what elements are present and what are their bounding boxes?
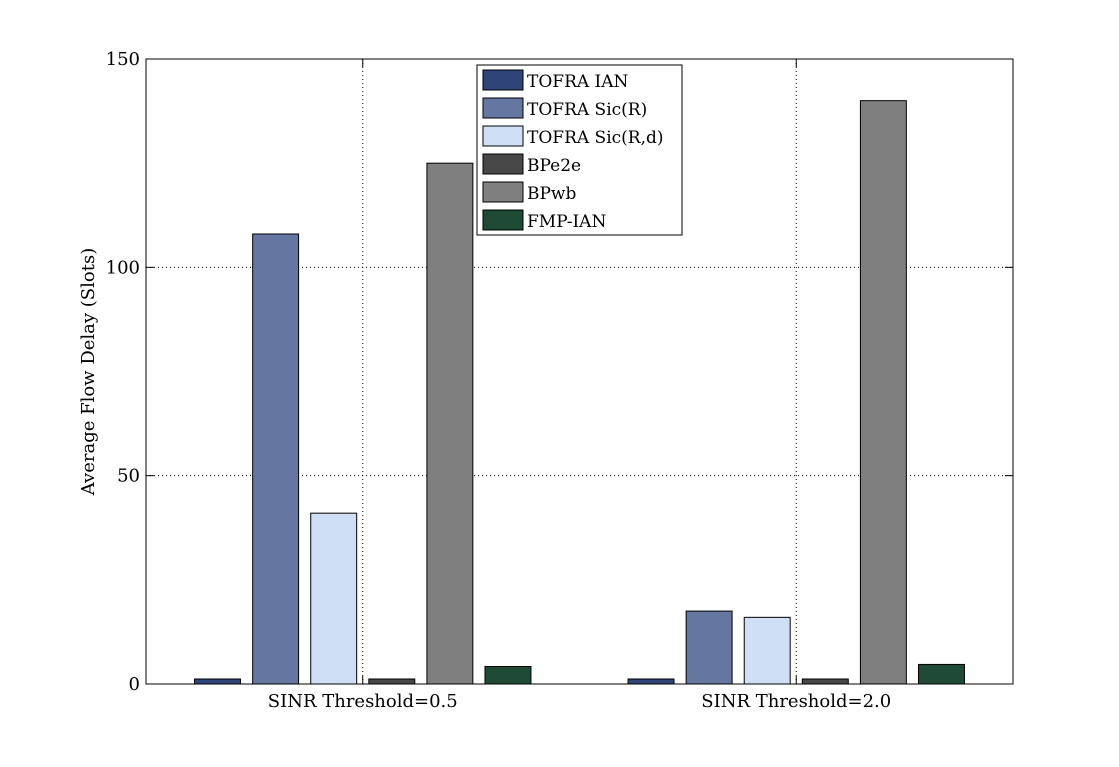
legend-swatch — [482, 181, 524, 203]
legend-label: BPwb — [527, 184, 576, 204]
legend-swatch — [482, 153, 524, 175]
legend-swatch — [482, 209, 524, 231]
bars — [194, 100, 965, 685]
x-tick-label: SINR Threshold=0.5 — [268, 691, 458, 712]
x-tick-label: SINR Threshold=2.0 — [701, 691, 891, 712]
legend-label: BPe2e — [527, 156, 581, 176]
bar-fmp-ian-2 — [917, 663, 965, 685]
x-tick-labels: SINR Threshold=0.5 SINR Threshold=2.0 — [268, 691, 891, 712]
y-tick-label: 50 — [117, 466, 140, 487]
bar-tofra-ian-1 — [194, 678, 242, 685]
y-tick-label: 0 — [129, 674, 140, 695]
bar-tofra-sic-r-d--2 — [743, 616, 791, 685]
bar-bpwb-2 — [859, 100, 907, 685]
bar-bpwb-1 — [426, 162, 474, 685]
bar-bpe2e-1 — [368, 678, 416, 685]
y-tick-label: 150 — [106, 49, 140, 70]
legend-label: TOFRA Sic(R,d) — [527, 128, 664, 148]
axis-ticks — [146, 58, 1013, 685]
legend-swatch — [482, 69, 524, 91]
bar-tofra-ian-2 — [627, 678, 675, 685]
y-axis-label: Average Flow Delay (Slots) — [78, 248, 99, 496]
legend-label: FMP-IAN — [527, 212, 606, 232]
legend-label: TOFRA IAN — [527, 72, 629, 92]
bar-tofra-sic-r--2 — [685, 610, 733, 685]
legend: TOFRA IAN TOFRA Sic(R) TOFRA Sic(R,d) BPe2e… — [476, 64, 683, 236]
plot-frame — [145, 58, 1014, 685]
y-tick-labels: 0 50 100 150 — [106, 49, 140, 695]
bar-tofra-sic-r-d--1 — [310, 512, 358, 685]
legend-label: TOFRA Sic(R) — [527, 100, 647, 120]
y-tick-label: 100 — [106, 257, 140, 278]
legend-box — [476, 64, 683, 236]
bar-fmp-ian-1 — [484, 666, 532, 685]
legend-swatch — [482, 97, 524, 119]
bar-tofra-sic-r--1 — [252, 233, 300, 685]
bar-bpe2e-2 — [801, 678, 849, 685]
legend-swatch — [482, 125, 524, 147]
